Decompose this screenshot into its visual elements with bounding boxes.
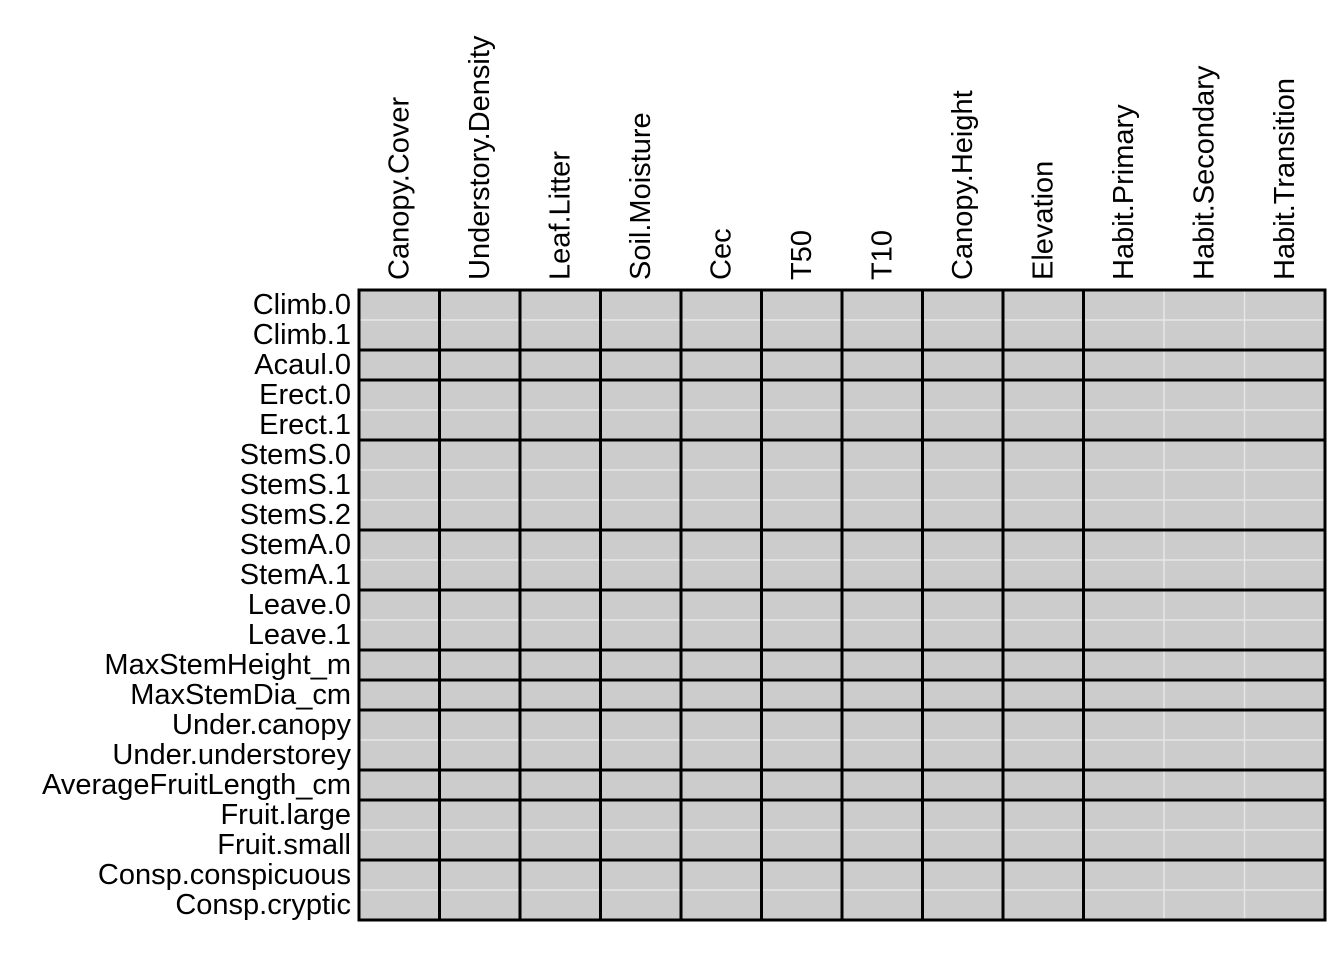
column-label: Habit.Primary — [1108, 104, 1140, 280]
row-label: MaxStemHeight_m — [104, 649, 351, 681]
column-label: T50 — [786, 230, 818, 280]
heatmap-frame — [357, 288, 1327, 922]
column-label: T10 — [866, 230, 898, 280]
column-label: Understory.Density — [464, 35, 496, 280]
row-label: Consp.conspicuous — [98, 859, 351, 891]
row-label: Leave.1 — [248, 619, 351, 651]
column-label: Leaf.Litter — [544, 151, 576, 280]
row-label: Fruit.small — [217, 829, 351, 861]
row-label: Leave.0 — [248, 589, 351, 621]
column-label: Cec — [705, 228, 737, 280]
row-label: StemS.0 — [240, 439, 351, 471]
row-label: Consp.cryptic — [175, 889, 351, 921]
column-label: Habit.Transition — [1269, 78, 1301, 280]
row-label: StemA.1 — [240, 559, 351, 591]
column-label: Canopy.Cover — [383, 96, 415, 280]
row-label: Fruit.large — [220, 799, 351, 831]
row-label: StemS.1 — [240, 469, 351, 501]
row-label: Erect.0 — [259, 379, 351, 411]
column-label: Elevation — [1027, 161, 1059, 280]
row-label: StemA.0 — [240, 529, 351, 561]
column-label: Soil.Moisture — [625, 112, 657, 280]
row-label: AverageFruitLength_cm — [42, 769, 351, 801]
column-label: Canopy.Height — [947, 90, 979, 280]
row-label: MaxStemDia_cm — [130, 679, 351, 711]
column-label: Habit.Secondary — [1188, 65, 1220, 280]
row-label: StemS.2 — [240, 499, 351, 531]
row-label: Under.understorey — [112, 739, 351, 771]
row-label: Under.canopy — [172, 709, 351, 741]
row-label: Climb.0 — [253, 289, 351, 321]
row-label: Erect.1 — [259, 409, 351, 441]
row-label: Acaul.0 — [254, 349, 351, 381]
row-label: Climb.1 — [253, 319, 351, 351]
